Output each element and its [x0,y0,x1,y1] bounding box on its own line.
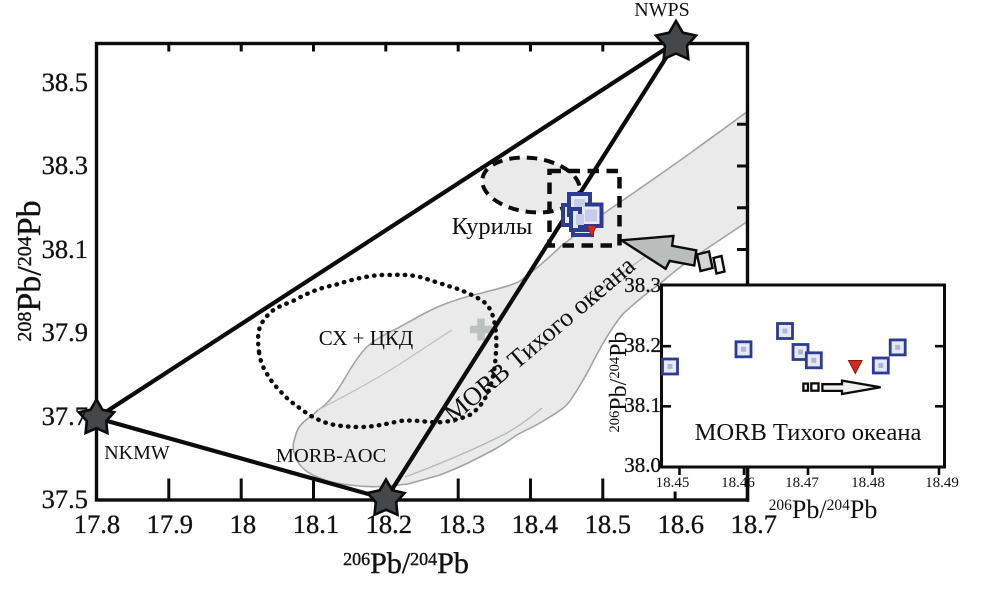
svg-text:MORB Тихого океана: MORB Тихого океана [695,419,922,446]
svg-text:18.49: 18.49 [925,475,959,491]
svg-text:38.5: 38.5 [42,67,88,97]
svg-text:37.5: 37.5 [42,484,88,514]
svg-text:38.3: 38.3 [42,150,88,180]
svg-text:38.0: 38.0 [624,453,661,477]
svg-text:18.46: 18.46 [721,475,755,491]
svg-text:18.45: 18.45 [656,475,690,491]
svg-text:18: 18 [230,509,257,539]
svg-text:NWPS: NWPS [634,0,690,21]
svg-text:17.9: 17.9 [147,509,193,539]
svg-text:206Pb/204Pb: 206Pb/204Pb [606,332,632,433]
svg-text:206Pb/204Pb: 206Pb/204Pb [769,495,878,524]
svg-text:18.2: 18.2 [366,509,412,539]
svg-text:208Pb/204Pb: 208Pb/204Pb [11,200,48,341]
svg-text:18.4: 18.4 [512,509,558,539]
svg-text:MORB-AOC: MORB-AOC [276,445,387,467]
svg-text:18.7: 18.7 [731,509,777,539]
svg-text:СХ + ЦКД: СХ + ЦКД [319,326,413,350]
svg-text:18.5: 18.5 [585,509,631,539]
svg-text:18.3: 18.3 [439,509,485,539]
svg-text:18.47: 18.47 [785,475,819,491]
svg-text:18.6: 18.6 [658,509,704,539]
svg-text:38.1: 38.1 [42,234,88,264]
svg-text:37.9: 37.9 [42,317,88,347]
svg-text:206Pb/204Pb: 206Pb/204Pb [343,547,469,580]
svg-text:38.3: 38.3 [624,273,661,297]
svg-text:NKMW: NKMW [104,442,170,464]
svg-text:17.8: 17.8 [74,509,120,539]
svg-text:38.1: 38.1 [624,393,661,417]
svg-text:37.7: 37.7 [42,401,88,431]
svg-text:38.2: 38.2 [624,333,661,357]
svg-text:18.48: 18.48 [851,475,885,491]
svg-text:18.1: 18.1 [293,509,339,539]
svg-text:Курилы: Курилы [452,213,533,240]
